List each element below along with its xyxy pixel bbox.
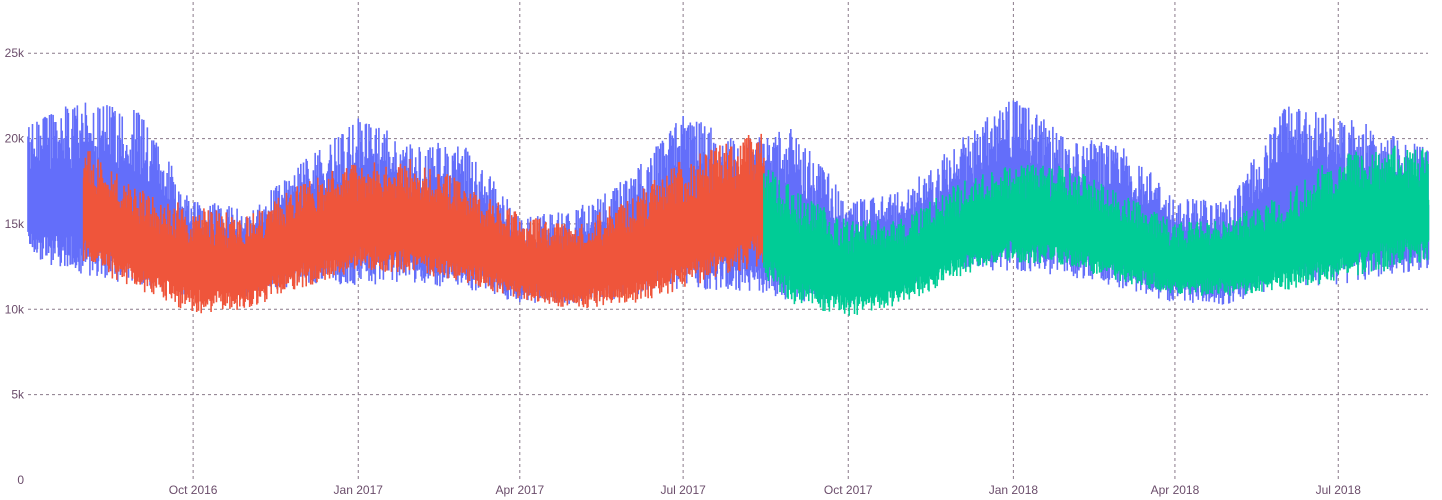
x-tick-label: Jul 2017 bbox=[660, 483, 706, 497]
series-line bbox=[763, 145, 1430, 316]
y-tick-label: 10k bbox=[5, 302, 25, 316]
y-tick-label: 20k bbox=[5, 132, 25, 146]
y-tick-label: 5k bbox=[11, 388, 25, 402]
y-axis: 0 5k 10k 15k 20k 25k bbox=[5, 46, 25, 487]
series-line bbox=[82, 133, 766, 314]
series-group bbox=[27, 100, 1430, 316]
x-tick-label: Oct 2016 bbox=[169, 483, 218, 497]
x-tick-label: Jan 2017 bbox=[334, 483, 384, 497]
y-tick-label: 0 bbox=[17, 473, 24, 487]
y-tick-label: 15k bbox=[5, 217, 25, 231]
y-tick-label: 25k bbox=[5, 46, 25, 60]
x-tick-label: Apr 2018 bbox=[1151, 483, 1200, 497]
x-tick-label: Oct 2017 bbox=[824, 483, 873, 497]
x-tick-label: Jul 2018 bbox=[1316, 483, 1362, 497]
x-tick-label: Apr 2017 bbox=[495, 483, 544, 497]
x-axis: Oct 2016 Jan 2017 Apr 2017 Jul 2017 Oct 2017… bbox=[169, 483, 1361, 497]
x-tick-label: Jan 2018 bbox=[989, 483, 1039, 497]
